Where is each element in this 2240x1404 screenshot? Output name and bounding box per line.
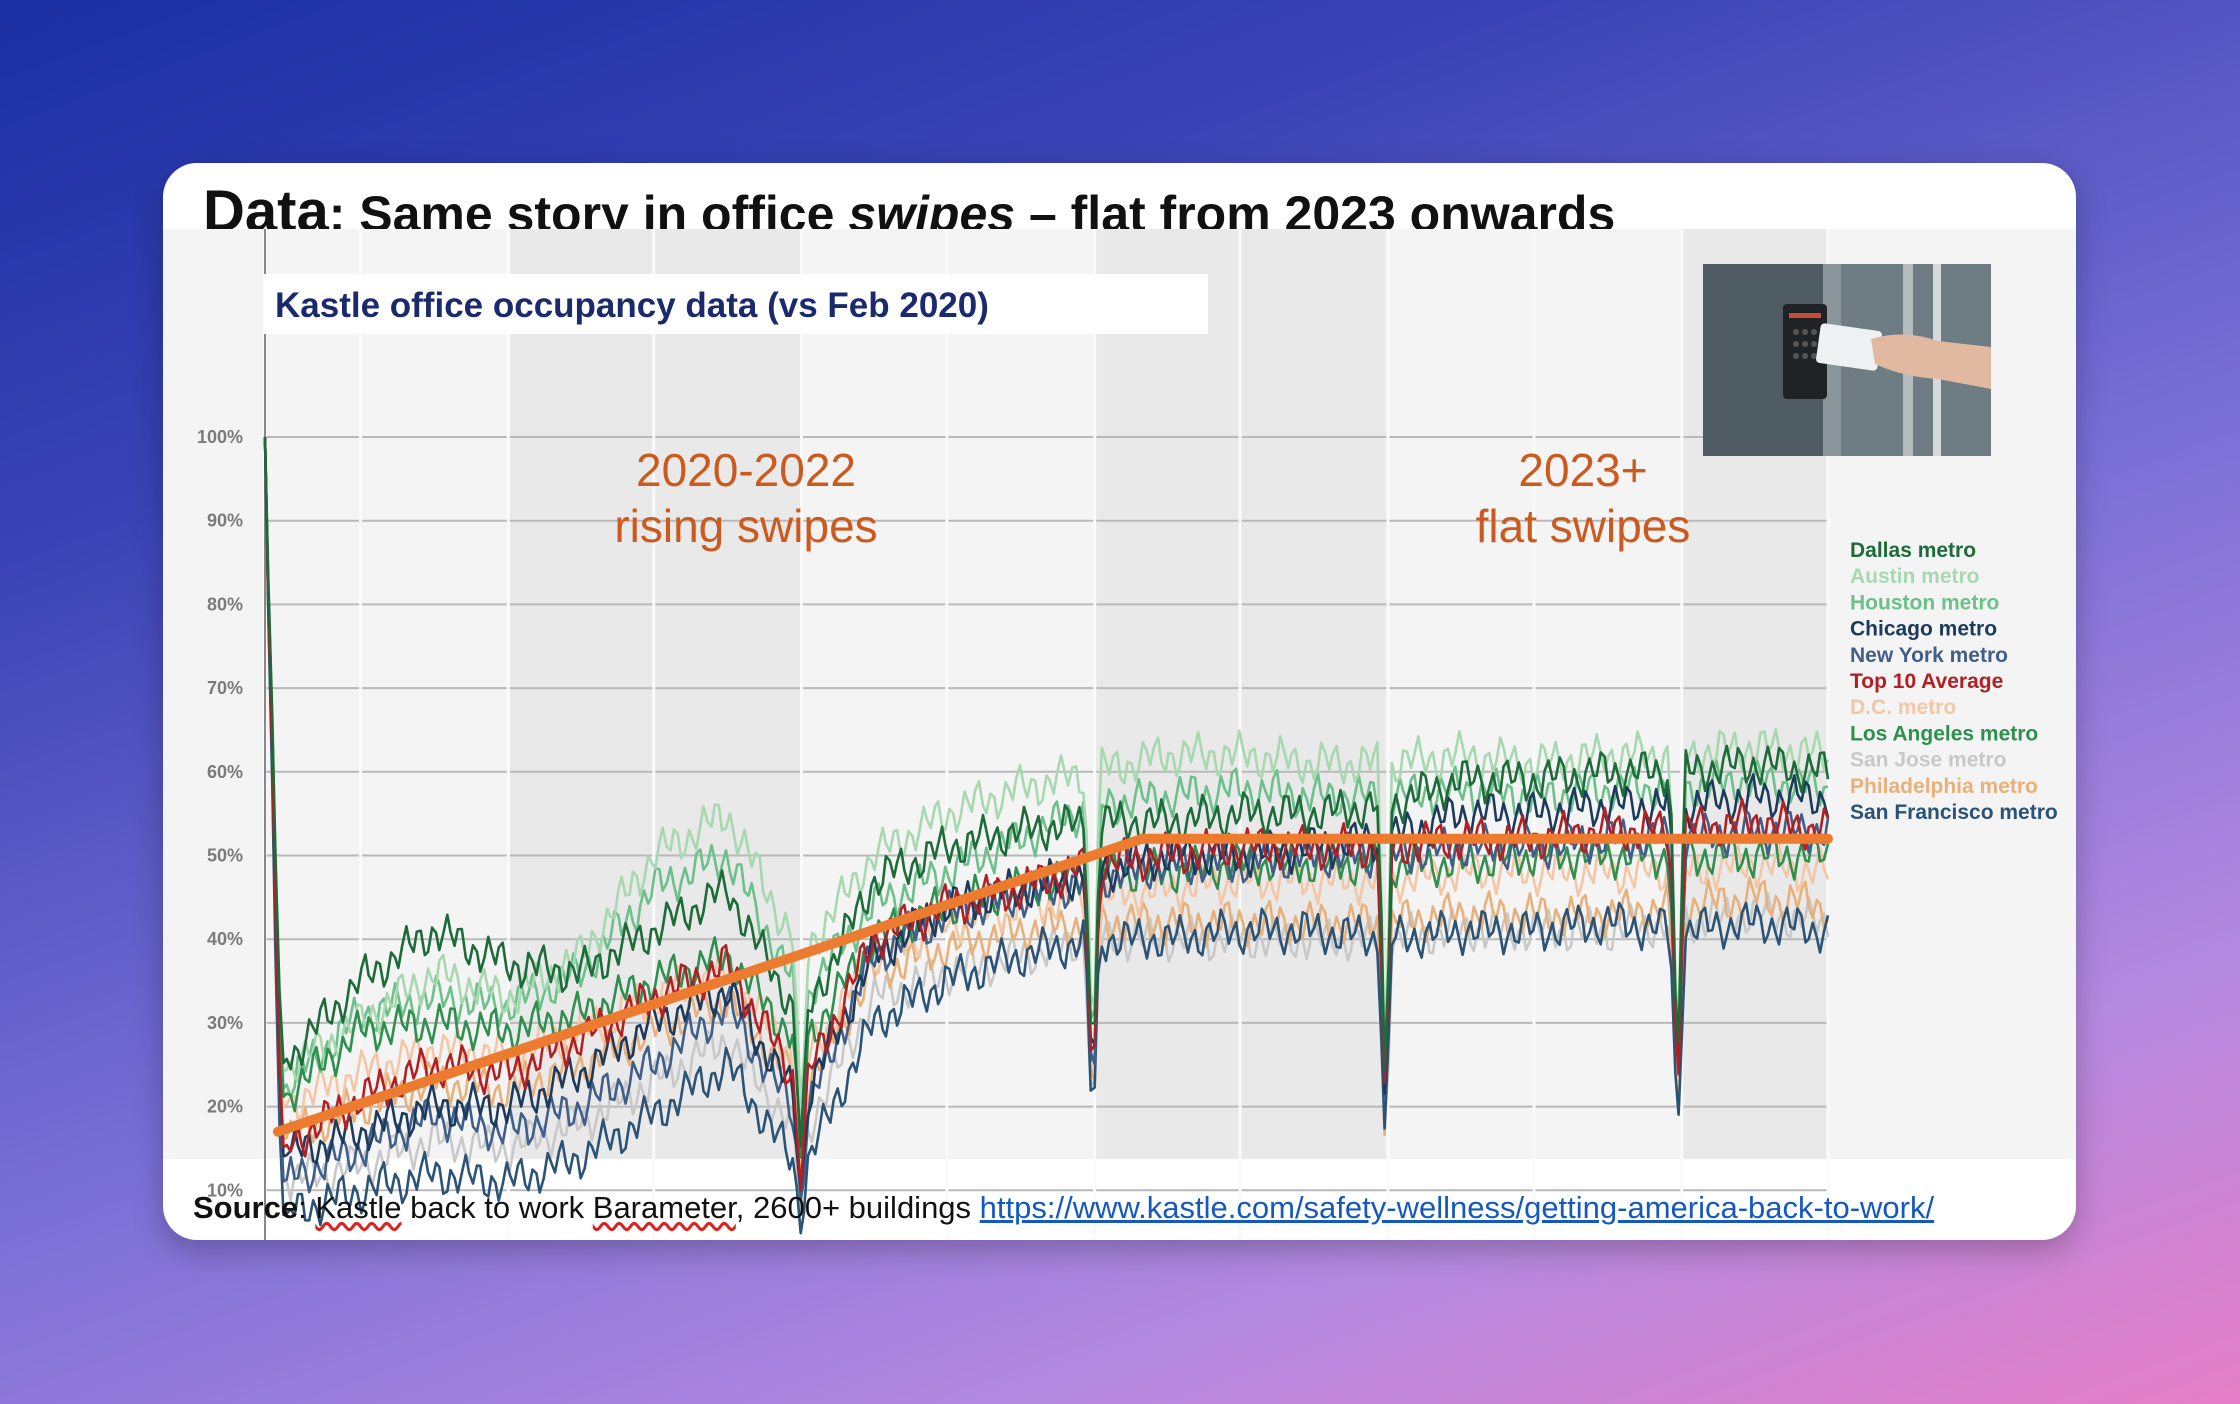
annotation-flat-line1: 2023+ bbox=[1518, 444, 1647, 496]
legend: Dallas metro Austin metro Houston metro Chi… bbox=[1850, 539, 2058, 824]
source-label: Source bbox=[193, 1190, 299, 1225]
legend-item: New York metro bbox=[1850, 644, 2008, 667]
legend-item: San Jose metro bbox=[1850, 749, 2006, 772]
keycard-photo bbox=[1703, 264, 1991, 456]
y-tick-label: 90% bbox=[207, 511, 243, 531]
series-line-san-jose-metro bbox=[263, 436, 1830, 1211]
legend-item: Philadelphia metro bbox=[1850, 775, 2038, 798]
series-line-houston-metro bbox=[263, 436, 1829, 1143]
x-axis: 3/4/20 7/1/20 1/1/21 7/1/21 1/1/22 7/1/22 1/1/… bbox=[264, 229, 266, 1240]
annotation-rising-line1: 2020-2022 bbox=[636, 444, 856, 496]
y-tick-label: 30% bbox=[207, 1013, 243, 1033]
series-line-top-10-average bbox=[263, 436, 1830, 1192]
chart-title-box: Kastle office occupancy data (vs Feb 202… bbox=[264, 274, 1208, 334]
annotation-flat-line2: flat swipes bbox=[1476, 500, 1691, 552]
slide-card: Data: Same story in office swipes – flat… bbox=[163, 163, 2076, 1240]
source-text-3: , 2600+ buildings bbox=[735, 1190, 980, 1225]
legend-item: Austin metro bbox=[1850, 565, 1980, 588]
legend-item: Top 10 Average bbox=[1850, 670, 2003, 693]
occupancy-chart: 10% 20% 30% 40% 50% 60% 70% 80% 90% 100% 3/4/20 7/… bbox=[163, 229, 2076, 1240]
legend-item: San Francisco metro bbox=[1850, 801, 2058, 824]
source-word-kastle: Kastle bbox=[315, 1190, 402, 1225]
y-axis: 10% 20% 30% 40% 50% 60% 70% 80% 90% 100% bbox=[197, 427, 243, 1200]
annotation-rising-line2: rising swipes bbox=[614, 500, 877, 552]
source-note: Source: Kastle back to work Barameter, 2… bbox=[193, 1190, 1934, 1226]
source-text-2: back to work bbox=[401, 1190, 593, 1225]
y-tick-label: 40% bbox=[207, 929, 243, 949]
source-word-barameter: Barameter bbox=[592, 1190, 736, 1225]
legend-item: Dallas metro bbox=[1850, 539, 1976, 562]
y-tick-label: 60% bbox=[207, 762, 243, 782]
y-tick-label: 10% bbox=[207, 1180, 243, 1200]
legend-item: Houston metro bbox=[1850, 591, 1999, 614]
legend-item: Chicago metro bbox=[1850, 618, 1997, 641]
source-link[interactable]: https://www.kastle.com/safety-wellness/g… bbox=[979, 1190, 1935, 1225]
y-tick-label: 50% bbox=[207, 846, 243, 866]
source-text-1: : bbox=[298, 1190, 316, 1225]
series-line-san-francisco-metro bbox=[263, 436, 1830, 1235]
legend-item: Los Angeles metro bbox=[1850, 722, 2038, 745]
trend-line bbox=[272, 833, 1833, 1137]
y-tick-label: 100% bbox=[197, 427, 243, 447]
legend-item: D.C. metro bbox=[1850, 696, 1956, 719]
y-tick-label: 20% bbox=[207, 1097, 243, 1117]
chart-title: Kastle office occupancy data (vs Feb 202… bbox=[275, 286, 989, 325]
y-tick-label: 80% bbox=[207, 594, 243, 614]
series-line-dallas-metro bbox=[263, 436, 1830, 1148]
annotations: 2020-2022 rising swipes 2023+ flat swipe… bbox=[614, 444, 1690, 552]
y-tick-label: 70% bbox=[207, 678, 243, 698]
